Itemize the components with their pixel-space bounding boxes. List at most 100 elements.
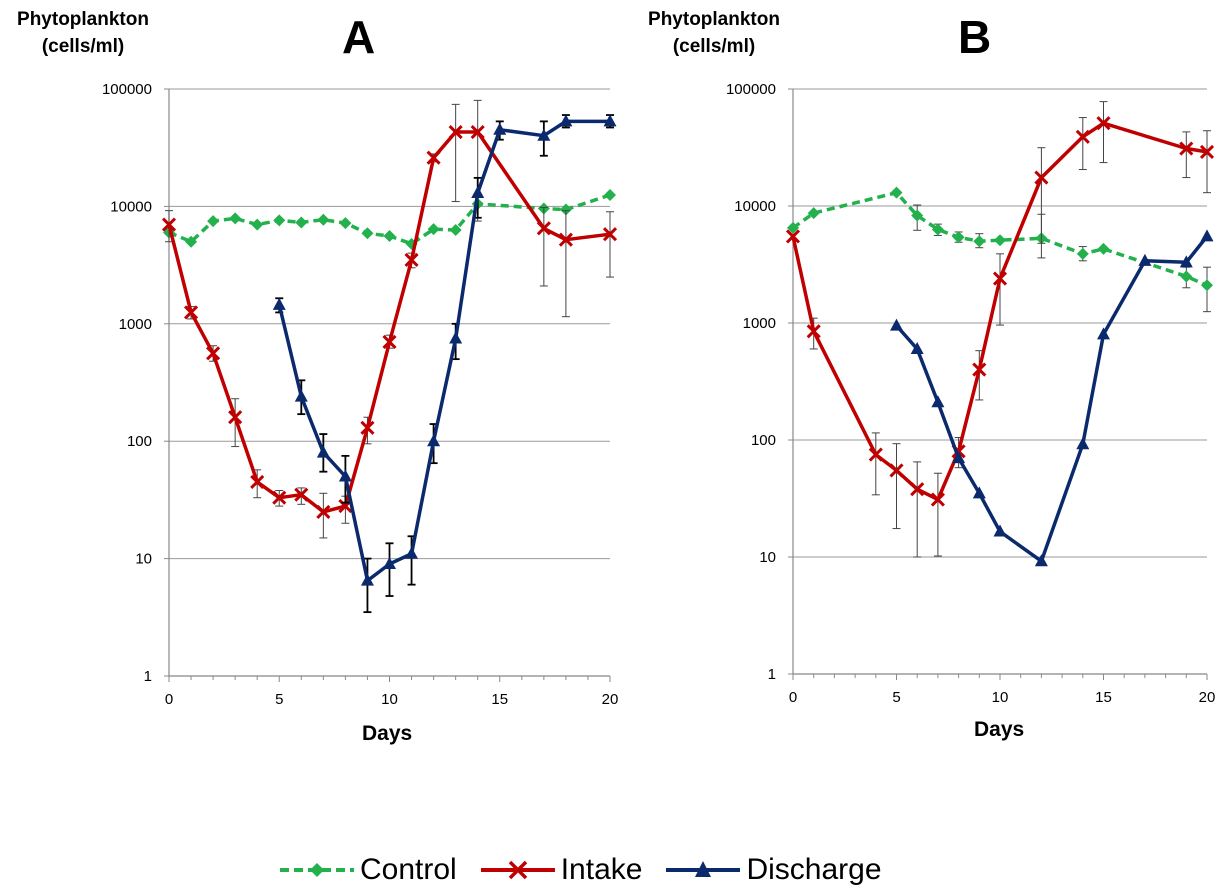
chart-b-discharge-point: [910, 341, 924, 354]
chart-b-y-axis-label-line2: (cells/ml): [672, 36, 756, 57]
chart-a-discharge-point: [272, 297, 286, 310]
chart-a-discharge-point: [405, 546, 419, 559]
chart-a-discharge-point: [493, 122, 507, 135]
chart-a-control-point: [273, 214, 286, 227]
chart-b-control-point: [1097, 242, 1110, 255]
chart-b-x-tick-label: 10: [992, 689, 1009, 706]
chart-b-y-tick-label: 1000: [743, 315, 776, 332]
chart-a-intake-point: [250, 474, 265, 489]
chart-a-intake-point: [404, 252, 419, 267]
chart-b-control-point: [787, 221, 799, 234]
chart-a-intake-point: [448, 124, 463, 140]
chart-a-intake-point: [536, 221, 551, 236]
chart-b-intake-point: [1034, 170, 1049, 185]
chart-b-control-point: [994, 234, 1006, 247]
chart-b-y-tick-label: 10: [759, 549, 776, 566]
chart-a-control-point: [559, 203, 572, 216]
chart-b-discharge-line: [895, 235, 1209, 563]
chart-b-intake-point: [868, 447, 883, 462]
chart-a-x-tick-label: 5: [275, 691, 283, 708]
chart-a-intake-line: [167, 130, 611, 514]
chart-a-discharge-point: [537, 128, 551, 141]
legend-label-intake: Intake: [560, 853, 643, 886]
chart-a-control-point: [295, 216, 308, 229]
chart-b-y-tick-label: 1: [768, 666, 776, 683]
chart-a-discharge-point: [449, 331, 463, 344]
chart-a-intake-point: [426, 150, 441, 165]
chart-b-discharge-point: [952, 451, 966, 464]
chart-a-y-tick-label: 1000: [119, 316, 152, 333]
chart-a-discharge-point: [559, 114, 573, 127]
chart-a-x-tick-label: 0: [165, 691, 173, 708]
chart-b-intake-point: [1075, 129, 1090, 144]
legend-swatch-discharge: [666, 861, 741, 877]
chart-a-discharge-point: [316, 445, 330, 458]
chart-a-control-point: [185, 235, 198, 248]
chart-a-control-point: [251, 218, 264, 231]
chart-a-discharge-point: [471, 186, 485, 199]
chart-a-discharge-point: [603, 114, 617, 127]
chart-b-control-point: [890, 186, 903, 199]
legend-swatch-control: [280, 863, 354, 877]
chart-b-intake-point: [806, 324, 821, 339]
chart-b-intake-point: [785, 229, 801, 244]
chart-b-discharge-point: [1138, 253, 1152, 266]
chart-b-intake-point: [1096, 116, 1111, 131]
chart-b-intake-point: [889, 463, 904, 478]
chart-b-discharge-point: [931, 395, 945, 408]
chart-a-title: A: [342, 11, 376, 63]
legend-swatch-intake: [480, 860, 555, 880]
chart-a-control-point: [383, 229, 396, 242]
chart-b-x-tick-label: 15: [1095, 689, 1112, 706]
chart-a-x-tick-label: 20: [602, 691, 619, 708]
chart-b-control-point: [807, 207, 820, 220]
chart-b-x-tick-label: 20: [1199, 689, 1216, 706]
chart-b-discharge-point: [1034, 554, 1048, 567]
legend-label-discharge: Discharge: [746, 853, 882, 886]
chart-a-intake-point: [316, 504, 331, 519]
chart-a-y-tick-label: 10: [135, 551, 152, 568]
chart-a-control-point: [207, 215, 220, 228]
legend: Control Intake Discharge: [278, 848, 882, 892]
chart-a-intake-point: [558, 232, 573, 247]
legend-item-discharge: Discharge: [664, 853, 882, 887]
chart-a-intake-point: [161, 217, 177, 232]
chart-b-control-point: [973, 235, 986, 248]
chart-a-control-point: [604, 189, 616, 202]
chart-b-control-point: [1076, 247, 1089, 260]
chart-b-discharge-point: [972, 486, 986, 499]
chart-b-control-point: [911, 209, 924, 222]
chart-a-control-point: [229, 212, 242, 225]
chart-b-control-point: [952, 231, 965, 244]
chart-b-intake-point: [992, 271, 1008, 286]
legend-item-intake: Intake: [479, 853, 643, 887]
chart-a-control-point: [317, 213, 330, 226]
chart-a-x-tick-label: 10: [381, 691, 398, 708]
chart-b-y-axis-label: Phytoplankton (cells/ml): [639, 6, 789, 60]
chart-b-y-tick-label: 10000: [734, 198, 776, 215]
chart-b-discharge-point: [1076, 437, 1090, 450]
chart-a-y-tick-label: 10000: [110, 198, 152, 215]
chart-a-y-axis-label: Phytoplankton (cells/ml): [8, 6, 158, 60]
chart-b-control-point: [931, 223, 944, 236]
chart-a-control-point: [361, 227, 374, 240]
chart-a-intake-point: [602, 227, 618, 242]
chart-a-intake-point: [294, 487, 309, 502]
chart-b-intake-point: [1179, 141, 1194, 156]
chart-a-intake-point: [470, 124, 485, 140]
chart-a-control-point: [427, 223, 440, 236]
chart-a-intake-point: [360, 420, 375, 435]
chart-b-control-point: [1201, 279, 1213, 292]
chart-b-x-tick-label: 5: [892, 689, 900, 706]
chart-b-intake-point: [972, 362, 987, 377]
chart-b-intake-point: [1199, 144, 1215, 159]
chart-b-x-axis-label: Days: [974, 718, 1025, 741]
chart-a-y-axis-label-line2: (cells/ml): [41, 36, 125, 57]
chart-a-y-axis-label-line1: Phytoplankton: [17, 9, 149, 30]
chart-b-title: B: [958, 11, 992, 63]
chart-b-control-point: [1180, 270, 1193, 283]
legend-item-control: Control: [278, 853, 457, 887]
chart-b-y-axis-label-line1: Phytoplankton: [648, 9, 780, 30]
chart-a-y-tick-label: 1: [144, 668, 152, 685]
